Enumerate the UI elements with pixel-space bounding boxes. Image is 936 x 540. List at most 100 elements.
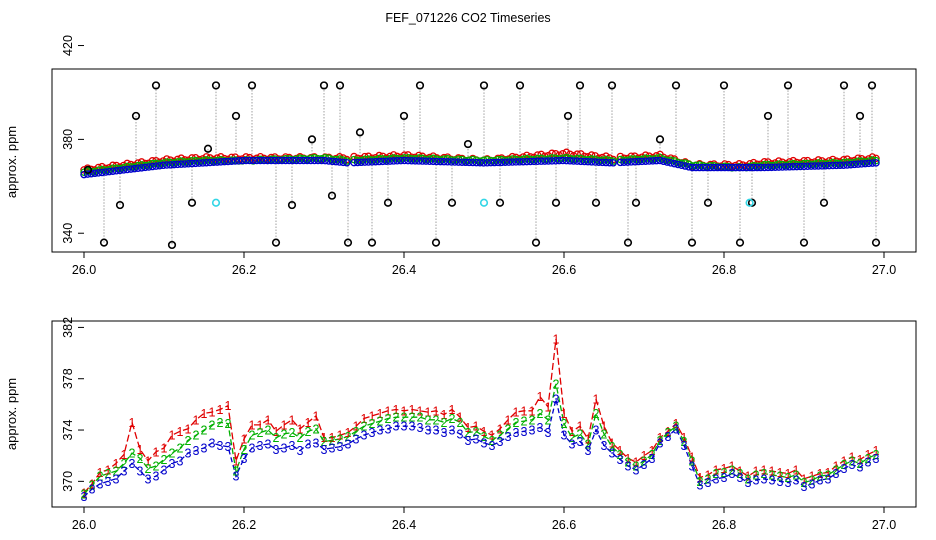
blue-point — [551, 156, 560, 165]
series-1-point: 1 — [377, 407, 384, 421]
series-3-point: 3 — [233, 470, 240, 484]
series-3-point: 3 — [793, 474, 800, 488]
blue-point — [379, 157, 387, 166]
blue-point — [191, 159, 200, 168]
spike-point — [383, 198, 393, 207]
y-tick-label: 340 — [61, 223, 75, 244]
series-3-point: 3 — [153, 470, 160, 484]
spike-point — [187, 198, 197, 207]
red-point — [573, 150, 581, 158]
series-3-point: 3 — [129, 457, 136, 471]
series-3-point: 3 — [249, 441, 256, 455]
spike-point — [575, 81, 585, 90]
blue-point — [760, 163, 769, 172]
x-tick-label: 26.4 — [392, 518, 416, 532]
series-1-point: 1 — [809, 470, 816, 484]
blue-point — [573, 157, 581, 165]
blue-point — [461, 158, 470, 167]
blue-point — [134, 164, 142, 172]
spike-point — [319, 81, 329, 90]
spike-point — [867, 81, 877, 90]
blue-point — [195, 159, 203, 167]
blue-point — [217, 158, 225, 166]
series-2-point: 2 — [585, 438, 592, 452]
series-2-point: 2 — [849, 454, 856, 468]
series-3-point: 3 — [785, 476, 792, 490]
series-2-point: 2 — [873, 448, 880, 462]
series-1-point: 1 — [313, 409, 320, 423]
blue-point — [825, 161, 833, 170]
series-2-point: 2 — [481, 430, 488, 444]
series-3-point: 3 — [441, 426, 448, 440]
series-1-point: 1 — [825, 466, 832, 480]
top-axes: 26.0 26.2 26.4 26.6 26.8 27.0 340 380 420 — [61, 35, 896, 277]
series-2-point: 2 — [657, 434, 664, 448]
bottom-axes: 26.0 26.2 26.4 26.6 26.8 27.0 370 374 378 382 — [61, 317, 896, 532]
blue-point — [454, 158, 463, 166]
series-1-point: 1 — [241, 433, 248, 447]
series-3-point: 3 — [417, 421, 424, 435]
series-3-point: 3 — [777, 475, 784, 489]
blue-point — [386, 157, 394, 165]
series-2-point: 2 — [297, 431, 304, 445]
series-1-point: 1 — [817, 467, 824, 481]
blue-point — [793, 162, 801, 171]
series-2-point: 2 — [249, 429, 256, 443]
series-3-point: 3 — [569, 438, 576, 452]
series-1-point: 1 — [217, 403, 224, 417]
blue-point — [339, 158, 347, 167]
series-2-point: 2 — [561, 417, 568, 431]
series-2-point: 2 — [185, 434, 192, 448]
top-panel: 26.0 26.2 26.4 26.6 26.8 27.0 340 380 420 approx… — [4, 35, 917, 277]
series-1-point: 1 — [337, 429, 344, 443]
series-3-line — [83, 399, 877, 498]
series-2-point: 2 — [425, 413, 432, 427]
series-3-point: 3 — [321, 443, 328, 457]
blue-point — [595, 158, 603, 166]
series-3-point: 3 — [489, 439, 496, 453]
red-point — [551, 149, 560, 158]
series-3-point: 3 — [145, 472, 152, 486]
blue-point — [767, 163, 776, 172]
series-3-point: 3 — [465, 434, 472, 448]
series-3-point: 3 — [369, 426, 376, 440]
spike-point — [855, 111, 865, 121]
series-3-point: 3 — [169, 457, 176, 471]
series-1-point: 1 — [793, 463, 800, 477]
series-1-point: 1 — [321, 431, 328, 445]
series-1-point: 1 — [609, 436, 616, 450]
blue-point — [422, 157, 430, 165]
blue-point — [350, 158, 358, 167]
series-1-point: 1 — [97, 466, 104, 480]
series-2-point: 2 — [785, 471, 792, 485]
series-2-point: 2 — [97, 470, 104, 484]
red-point — [80, 166, 88, 174]
blue-point — [713, 163, 722, 172]
series-1-point: 1 — [89, 477, 96, 491]
spike-point — [463, 139, 473, 149]
red-point — [548, 149, 556, 158]
series-3-point: 3 — [553, 393, 560, 407]
blue-point — [418, 157, 427, 165]
blue-point — [148, 162, 157, 171]
blue-point — [321, 156, 329, 165]
series-1-point: 1 — [785, 467, 792, 481]
series-2-point: 2 — [593, 407, 600, 421]
series-1-point: 1 — [193, 413, 200, 427]
series-2-point: 2 — [193, 429, 200, 443]
series-2-point: 2 — [265, 424, 272, 438]
series-1-point: 1 — [513, 406, 520, 420]
blue-point — [267, 156, 275, 165]
blue-point — [116, 166, 124, 175]
series-2-point: 2 — [153, 459, 160, 473]
spike-point — [399, 111, 409, 121]
series-2-point: 2 — [281, 427, 288, 441]
series-1-point: 1 — [753, 465, 760, 479]
blue-point — [649, 157, 657, 165]
blue-point — [152, 162, 160, 170]
series-2-point: 2 — [289, 426, 296, 440]
series-1-point: 1 — [385, 404, 392, 418]
bottom-ylabel: approx. ppm — [4, 378, 19, 450]
bottom-plot-frame — [51, 320, 917, 508]
series-3-point: 3 — [225, 440, 232, 454]
